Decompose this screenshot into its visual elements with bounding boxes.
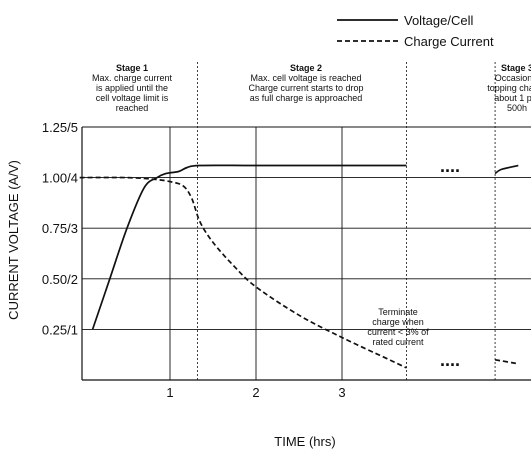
stage-desc-3-0: Occasional (495, 73, 531, 83)
y-tick-label-0: 0.25/1 (42, 322, 78, 337)
stage-desc-1-3: reached (116, 103, 149, 113)
voltage-line-1 (494, 164, 519, 175)
current-line-1 (494, 358, 519, 365)
terminate-note-3: rated current (372, 337, 424, 347)
chart-grid (82, 126, 531, 380)
stage-desc-2-2: as full charge is approached (250, 93, 363, 103)
legend: Voltage/Cell Charge Current (337, 13, 494, 49)
ellipsis-lower: .... (440, 350, 460, 370)
y-tick-label-3: 1.00/4 (42, 171, 78, 186)
stage-desc-3-1: topping charge (487, 83, 531, 93)
stage-desc-1-2: cell voltage limit is (96, 93, 169, 103)
stage-desc-3-2: about 1 per (494, 93, 531, 103)
tick-labels: 0.25/1 0.50/2 0.75/3 1.00/4 1.25/5 1 2 3 (42, 120, 346, 400)
ellipsis-upper: .... (440, 156, 460, 176)
stage-title-1: Stage 1 (116, 63, 148, 73)
series-lines (79, 164, 519, 369)
stage-desc-2-1: Charge current starts to drop (248, 83, 363, 93)
stage-desc-1-1: is applied until the (96, 83, 168, 93)
x-tick-label-2: 3 (338, 385, 345, 400)
stage-boundaries (197, 62, 496, 380)
x-axis-title: TIME (hrs) (274, 434, 335, 449)
chart-axes (81, 127, 531, 381)
stage-title-2: Stage 2 (290, 63, 322, 73)
legend-label-voltage: Voltage/Cell (404, 13, 473, 28)
terminate-note-0: Terminate (378, 307, 418, 317)
stage-desc-1-0: Max. charge current (92, 73, 173, 83)
x-tick-label-0: 1 (166, 385, 173, 400)
y-axis-title: CURRENT VOLTAGE (A/V) (6, 160, 21, 320)
current-line-0 (79, 176, 407, 369)
terminate-note-2: current < 3% of (367, 327, 429, 337)
x-tick-label-1: 2 (252, 385, 259, 400)
stage-title-3: Stage 3 (501, 63, 531, 73)
y-tick-label-1: 0.50/2 (42, 272, 78, 287)
stage-desc-2-0: Max. cell voltage is reached (250, 73, 361, 83)
legend-label-current: Charge Current (404, 34, 494, 49)
y-tick-label-4: 1.25/5 (42, 120, 78, 135)
terminate-note-1: charge when (372, 317, 424, 327)
y-tick-label-2: 0.75/3 (42, 221, 78, 236)
voltage-line-0 (91, 164, 407, 330)
stage-desc-3-3: 500h (507, 103, 527, 113)
